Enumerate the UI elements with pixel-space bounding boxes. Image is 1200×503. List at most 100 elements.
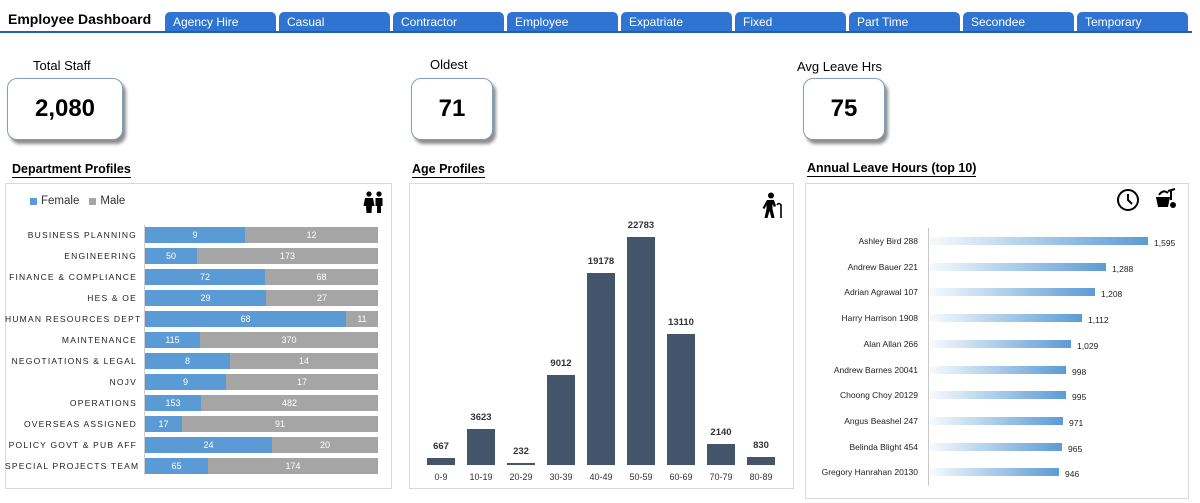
male-bar: 91 [182, 416, 378, 432]
female-bar: 17 [145, 416, 182, 432]
female-bar: 153 [145, 395, 201, 411]
dept-label: OPERATIONS [69, 398, 137, 408]
tab-contractor[interactable]: Contractor [393, 12, 504, 32]
department-profiles-title: Department Profiles [12, 162, 131, 178]
avg-leave-label: Avg Leave Hrs [797, 59, 883, 74]
leave-value-label: 971 [1069, 418, 1084, 428]
female-bar: 9 [145, 227, 245, 243]
age-value-label: 22783 [627, 220, 655, 231]
tab-agency-hire[interactable]: Agency Hire [165, 12, 276, 32]
department-axis [144, 225, 145, 475]
female-bar: 115 [145, 332, 200, 348]
leave-employee-label: Gregory Hanrahan 20130 [821, 467, 918, 477]
male-bar: 12 [245, 227, 378, 243]
leave-bar [930, 443, 1062, 451]
dept-label: SPECIAL PROJECTS TEAM [5, 461, 140, 471]
dept-label: HES & OE [87, 293, 137, 303]
header-bar: Employee Dashboard Agency Hire Casual Cont… [0, 0, 1200, 34]
leave-bar [930, 314, 1082, 322]
total-staff-label: Total Staff [33, 58, 91, 73]
dept-label: FINANCE & COMPLIANCE [9, 272, 137, 282]
age-profiles-title: Age Profiles [412, 162, 485, 178]
leave-axis [928, 228, 929, 486]
leave-employee-label: Andrew Barnes 20041 [833, 365, 918, 375]
age-category-label: 0-9 [434, 472, 448, 482]
age-bar [547, 375, 575, 465]
age-bar [467, 429, 495, 465]
age-value-label: 2140 [710, 427, 732, 438]
avg-leave-value: 75 [803, 78, 885, 140]
leave-value-label: 1,595 [1154, 238, 1176, 248]
female-bar: 24 [145, 437, 272, 453]
dept-label: HUMAN RESOURCES DEPT [5, 314, 142, 324]
age-value-label: 667 [433, 441, 449, 452]
legend-female: Female [41, 195, 80, 207]
male-bar: 482 [201, 395, 378, 411]
male-bar: 17 [226, 374, 378, 390]
leave-value-label: 965 [1068, 444, 1083, 454]
leave-value-label: 995 [1072, 392, 1087, 402]
total-staff-value: 2,080 [7, 78, 123, 140]
male-swatch [89, 197, 97, 205]
dept-label: POLICY GOVT & PUB AFF [8, 440, 137, 450]
leave-bar [930, 366, 1066, 374]
male-bar: 11 [346, 311, 378, 327]
leave-bar [930, 417, 1063, 425]
age-bar [667, 334, 695, 465]
age-bar [587, 273, 615, 465]
tab-fixed[interactable]: Fixed [735, 12, 846, 32]
age-category-label: 20-29 [509, 472, 533, 482]
age-category-label: 40-49 [589, 472, 613, 482]
dept-label: NOJV [109, 377, 137, 387]
tab-secondee[interactable]: Secondee [963, 12, 1074, 32]
female-bar: 68 [145, 311, 346, 327]
male-bar: 14 [230, 353, 378, 369]
female-bar: 8 [145, 353, 230, 369]
header-divider [0, 31, 1192, 33]
department-legend: Female Male [30, 195, 125, 207]
male-bar: 174 [208, 458, 378, 474]
leave-employee-label: Adrian Agrawal 107 [844, 287, 918, 297]
female-bar: 29 [145, 290, 266, 306]
male-bar: 173 [197, 248, 378, 264]
dept-label: ENGINEERING [64, 251, 137, 261]
beach-bag-icon [1156, 188, 1176, 208]
tab-casual[interactable]: Casual [279, 12, 390, 32]
tab-employee[interactable]: Employee [507, 12, 618, 32]
age-bar [627, 237, 655, 465]
oldest-label: Oldest [430, 57, 468, 72]
elderly-person-icon [762, 192, 782, 218]
oldest-value: 71 [411, 78, 493, 140]
age-value-label: 3623 [470, 412, 492, 423]
leave-bar [930, 340, 1071, 348]
age-category-label: 60-69 [669, 472, 693, 482]
leave-value-label: 998 [1072, 367, 1087, 377]
age-category-label: 30-39 [549, 472, 573, 482]
leave-value-label: 1,208 [1101, 289, 1123, 299]
leave-employee-label: Andrew Bauer 221 [847, 262, 918, 272]
tab-part-time[interactable]: Part Time [849, 12, 960, 32]
dept-label: NEGOTIATIONS & LEGAL [11, 356, 137, 366]
leave-employee-label: Ashley Bird 288 [858, 236, 918, 246]
leave-employee-label: Angus Beashel 247 [844, 416, 918, 426]
leave-bar [930, 237, 1148, 245]
age-bar [707, 444, 735, 465]
leave-bar [930, 468, 1059, 476]
female-swatch [30, 197, 37, 205]
age-value-label: 19178 [587, 256, 615, 267]
tab-temporary[interactable]: Temporary [1077, 12, 1188, 32]
leave-employee-label: Belinda Blight 454 [849, 442, 918, 452]
couple-icon [363, 191, 383, 213]
leave-employee-label: Harry Harrison 1908 [841, 313, 918, 323]
tab-expatriate[interactable]: Expatriate [621, 12, 732, 32]
leave-employee-label: Choong Choy 20129 [840, 390, 918, 400]
age-bar [507, 463, 535, 465]
clock-icon [1117, 189, 1139, 211]
age-bar [747, 457, 775, 465]
age-category-label: 10-19 [469, 472, 493, 482]
dept-label: BUSINESS PLANNING [27, 230, 137, 240]
age-value-label: 13110 [668, 317, 694, 328]
leave-bar [930, 288, 1095, 296]
app-title: Employee Dashboard [8, 11, 152, 27]
leave-bar [930, 391, 1066, 399]
